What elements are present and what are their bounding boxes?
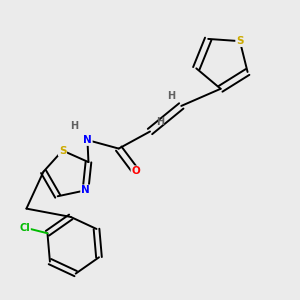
Text: H: H	[156, 117, 164, 127]
Text: H: H	[167, 91, 175, 101]
Text: S: S	[236, 36, 244, 46]
Text: S: S	[59, 146, 66, 155]
Text: N: N	[83, 135, 92, 145]
Text: O: O	[131, 166, 140, 176]
Text: N: N	[81, 185, 90, 195]
Text: Cl: Cl	[19, 223, 30, 232]
Text: H: H	[70, 121, 79, 131]
